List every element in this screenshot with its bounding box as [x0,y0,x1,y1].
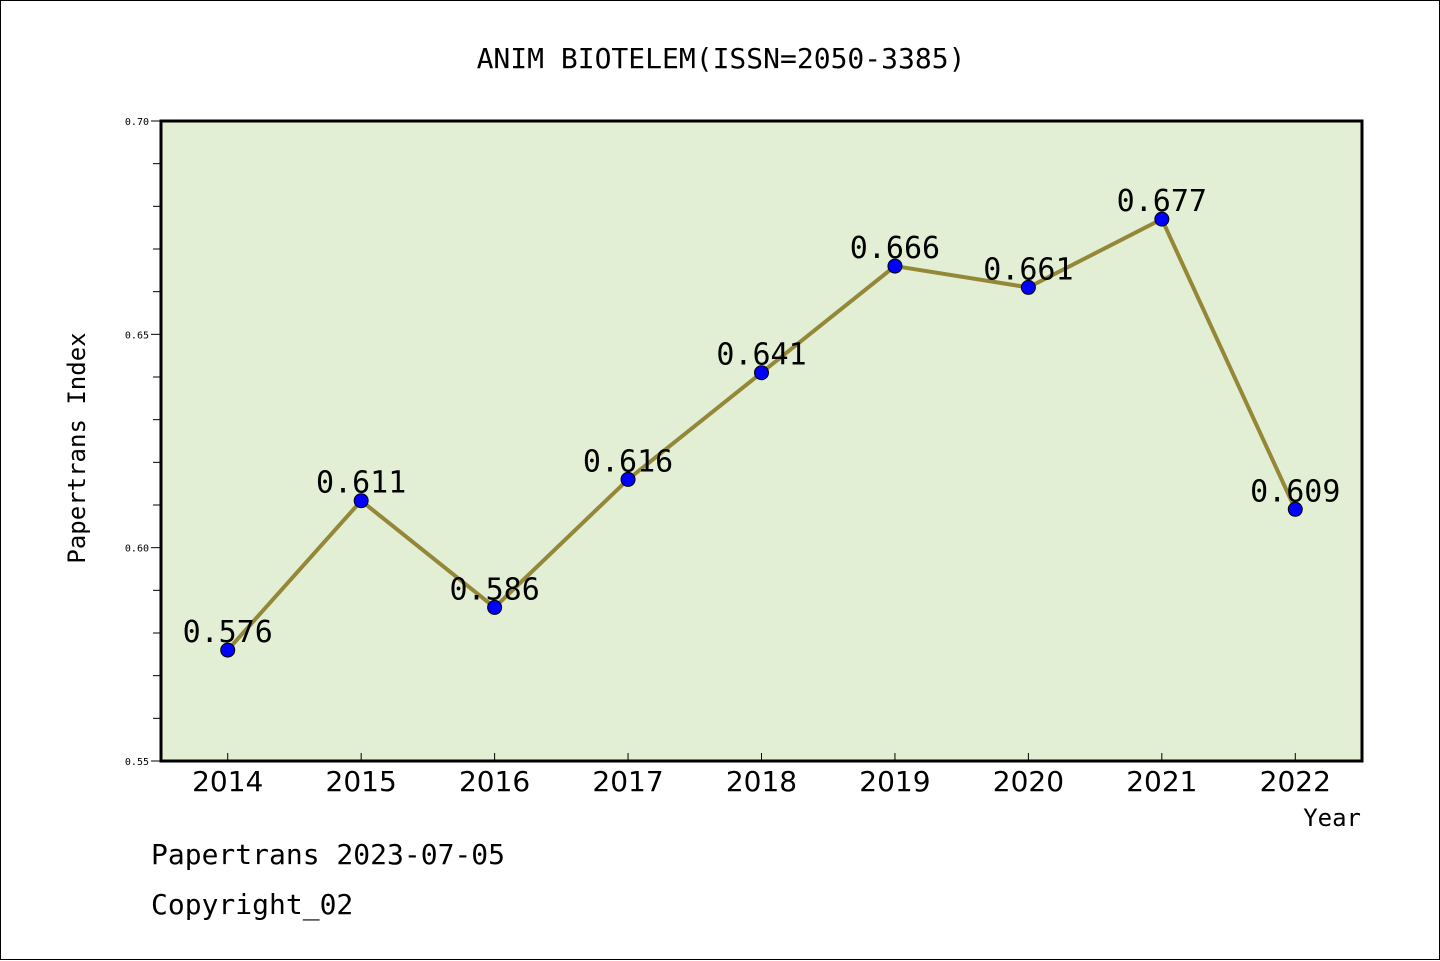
footer-copyright: Copyright_02 [151,888,353,922]
y-axis-label: Papertrans Index [63,332,91,563]
x-tick-label: 2016 [459,765,530,798]
data-label: 0.666 [850,231,940,266]
x-tick-label: 2021 [1126,765,1197,798]
x-tick-label: 2020 [993,765,1064,798]
data-point [1287,501,1303,517]
chart-title: ANIM BIOTELEM(ISSN=2050-3385) [477,42,966,75]
x-tick-label: 2018 [726,765,797,798]
x-tick-label: 2017 [592,765,663,798]
data-label: 0.677 [1117,184,1207,219]
footer-date: Papertrans 2023-07-05 [151,838,505,871]
data-point [353,493,369,509]
y-tick-label: 0.70 [125,117,149,128]
data-point [220,642,236,658]
y-tick-label: 0.65 [125,330,149,341]
data-point [620,471,636,487]
y-axis: 0.55 0.60 0.65 0.70 [125,117,161,768]
y-tick-label: 0.55 [125,757,149,768]
series-layer: 0.576 0.611 0.586 0.616 0.641 0.666 0.661 0.677… [183,184,1340,658]
data-label: 0.586 [449,572,539,607]
x-axis: 2014 2015 2016 2017 2018 2019 2020 2021 2022 [192,753,1331,798]
data-label: 0.611 [316,466,406,501]
data-label: 0.641 [716,338,806,373]
x-tick-label: 2015 [326,765,397,798]
x-tick-label: 2014 [192,765,263,798]
data-label: 0.661 [983,252,1073,287]
data-label: 0.576 [183,615,273,650]
data-point [487,599,503,615]
data-point [1154,211,1170,227]
data-point [887,258,903,274]
data-point [754,365,769,381]
data-label: 0.609 [1250,474,1340,509]
plot-area [159,119,1364,763]
data-label: 0.616 [583,444,673,479]
y-tick-label: 0.60 [125,544,149,555]
x-tick-label: 2022 [1260,765,1331,798]
data-point [1020,279,1036,295]
x-axis-label: Year [1303,804,1361,832]
x-tick-label: 2019 [859,765,930,798]
